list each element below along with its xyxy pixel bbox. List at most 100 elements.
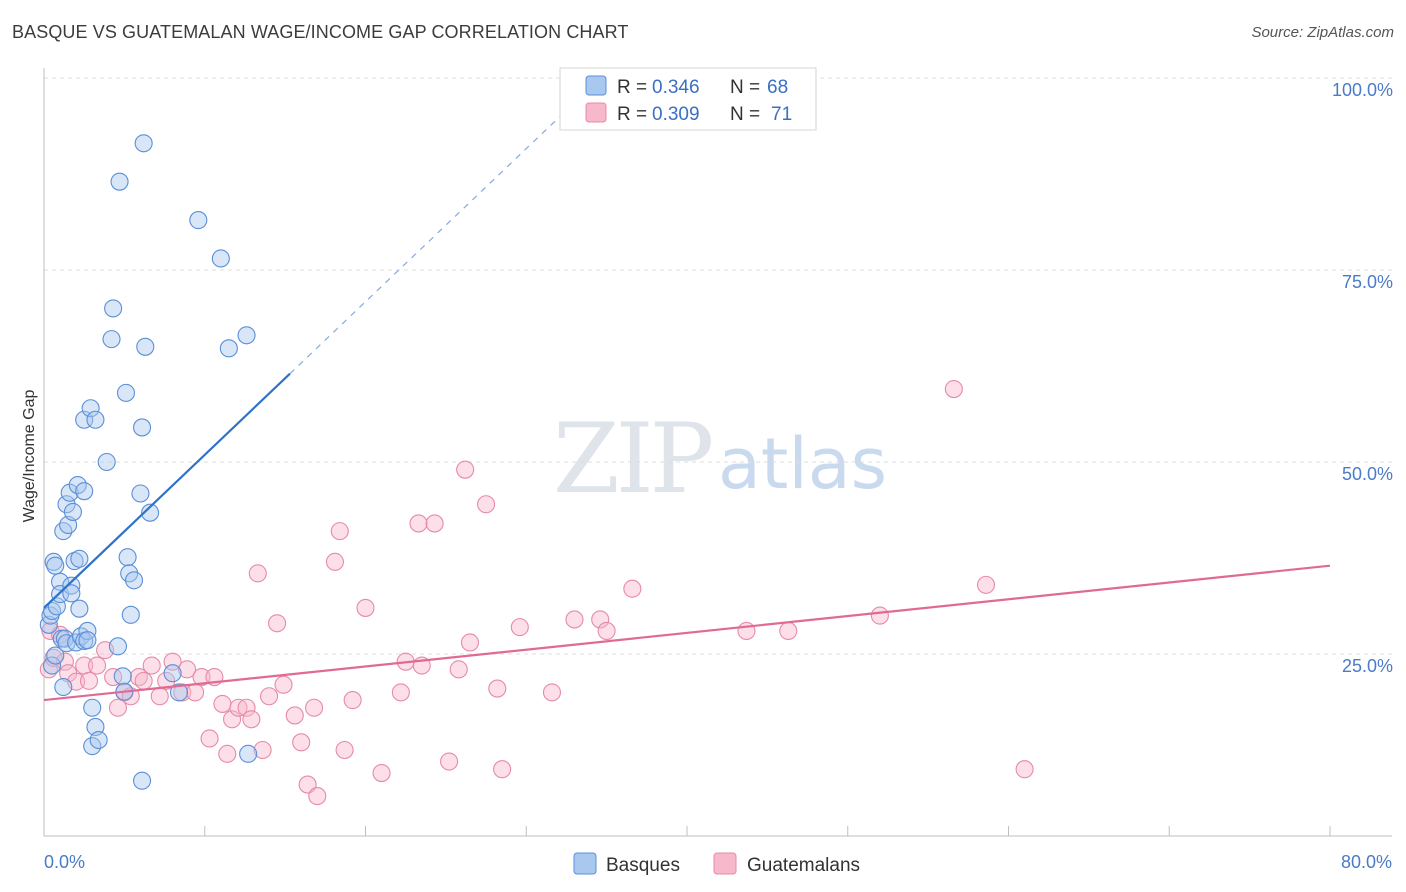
basques-point-52	[133, 418, 152, 437]
basques-point-20	[63, 502, 82, 521]
basques-trend-line	[43, 372, 291, 609]
basques-point-24	[70, 599, 89, 618]
guatemalans-point-54	[440, 752, 459, 771]
basques-point-35	[86, 410, 105, 429]
basques-point-30	[78, 621, 97, 641]
guatemalans-point-43	[325, 552, 345, 571]
guatemalans-point-16	[134, 671, 153, 690]
stats-legend: R = 0.346 N = 68 R = 0.309 N = 71	[559, 67, 817, 131]
basques-n-value: 68	[767, 77, 788, 98]
basques-point-32	[81, 399, 100, 418]
basques-point-46	[118, 548, 137, 567]
series-legend: Basques Guatemalans	[573, 852, 860, 876]
guatemalans-point-28	[218, 744, 237, 763]
guatemalans-point-39	[292, 733, 311, 752]
basques-point-5	[46, 646, 65, 665]
y-tick-labels: 25.0% 50.0% 75.0% 100.0%	[1332, 80, 1393, 676]
guatemalans-point-48	[372, 763, 391, 783]
basques-point-54	[136, 337, 155, 356]
basques-point-49	[124, 571, 144, 590]
basques-point-11	[54, 677, 73, 697]
guatemalans-point-18	[150, 687, 169, 706]
guatemalans-point-56	[456, 460, 475, 479]
guatemalans-point-19	[157, 671, 176, 690]
y-tick-label-100: 100.0%	[1332, 80, 1393, 100]
guatemalans-point-63	[565, 610, 584, 629]
basques-point-12	[54, 522, 73, 541]
basques-r-label: R =	[617, 77, 647, 98]
guatemalans-trend-line	[43, 564, 1331, 702]
guatemalans-legend-swatch	[585, 102, 607, 123]
basques-point-57	[169, 683, 189, 702]
guatemalans-points	[39, 379, 1034, 806]
guatemalans-point-29	[223, 710, 242, 729]
basques-point-50	[131, 484, 150, 503]
guatemalans-bottom-swatch	[713, 852, 737, 875]
basques-point-25	[70, 549, 89, 568]
guatemalans-point-35	[259, 687, 279, 706]
basques-point-62	[239, 744, 258, 763]
basques-point-58	[189, 211, 208, 230]
guatemalans-point-32	[242, 710, 261, 729]
basques-point-19	[62, 584, 81, 603]
basques-n-label: N =	[730, 77, 760, 98]
x-tick-label-max: 80.0%	[1341, 852, 1392, 872]
basques-r-value: 0.346	[652, 77, 700, 98]
guatemalans-point-36	[268, 614, 287, 633]
guatemalans-point-40	[298, 775, 317, 794]
guatemalans-point-45	[335, 740, 354, 760]
guatemalans-point-49	[391, 683, 410, 702]
guatemalans-point-71	[976, 575, 996, 594]
guatemalans-point-55	[449, 660, 468, 679]
guatemalans-point-51	[409, 514, 428, 533]
basques-point-60	[219, 339, 238, 358]
watermark-atlas: atlas	[718, 423, 887, 505]
basques-point-53	[134, 134, 153, 153]
y-tick-label-50: 50.0%	[1342, 464, 1393, 484]
basques-point-28	[75, 482, 94, 501]
guatemalans-point-9	[87, 656, 107, 675]
basques-trend-extension	[289, 102, 575, 375]
guatemalans-point-70	[944, 379, 963, 399]
basques-point-2	[42, 656, 62, 675]
guatemalans-bottom-label: Guatemalans	[747, 855, 860, 876]
basques-point-21	[65, 552, 84, 571]
guatemalans-point-24	[192, 667, 211, 687]
guatemalans-point-62	[542, 683, 562, 702]
basques-point-61	[237, 326, 256, 345]
basques-point-6	[46, 556, 65, 575]
guatemalans-point-23	[186, 683, 205, 702]
basques-point-33	[83, 698, 102, 717]
guatemalans-point-60	[493, 760, 512, 779]
guatemalans-n-label: N =	[730, 104, 760, 125]
guatemalans-point-31	[237, 698, 256, 717]
guatemalans-point-46	[343, 691, 362, 710]
guatemalans-point-42	[308, 787, 327, 806]
trend-lines	[43, 102, 1331, 702]
basques-point-55	[141, 503, 160, 522]
basques-point-48	[121, 605, 140, 624]
basques-point-37	[89, 730, 108, 750]
guatemalans-point-8	[79, 671, 99, 690]
guatemalans-point-33	[248, 564, 267, 583]
guatemalans-point-64	[591, 610, 610, 629]
basques-point-41	[108, 637, 127, 656]
basques-point-56	[163, 664, 182, 683]
guatemalans-point-58	[477, 495, 496, 514]
basques-bottom-label: Basques	[606, 855, 680, 876]
y-axis-label: Wage/Income Gap	[21, 390, 38, 523]
watermark-zip: ZIP	[553, 403, 712, 515]
basques-point-45	[116, 383, 136, 402]
guatemalans-point-65	[597, 621, 616, 641]
guatemalans-point-27	[213, 694, 232, 713]
source-credit: Source: ZipAtlas.com	[1251, 24, 1394, 41]
guatemalans-point-68	[779, 621, 798, 641]
guatemalans-point-53	[425, 514, 444, 533]
gridlines	[44, 77, 1392, 655]
guatemalans-point-41	[305, 698, 324, 717]
basques-point-18	[62, 576, 81, 595]
guatemalans-point-69	[870, 606, 889, 625]
basques-point-42	[110, 172, 129, 191]
basques-point-31	[78, 631, 97, 650]
